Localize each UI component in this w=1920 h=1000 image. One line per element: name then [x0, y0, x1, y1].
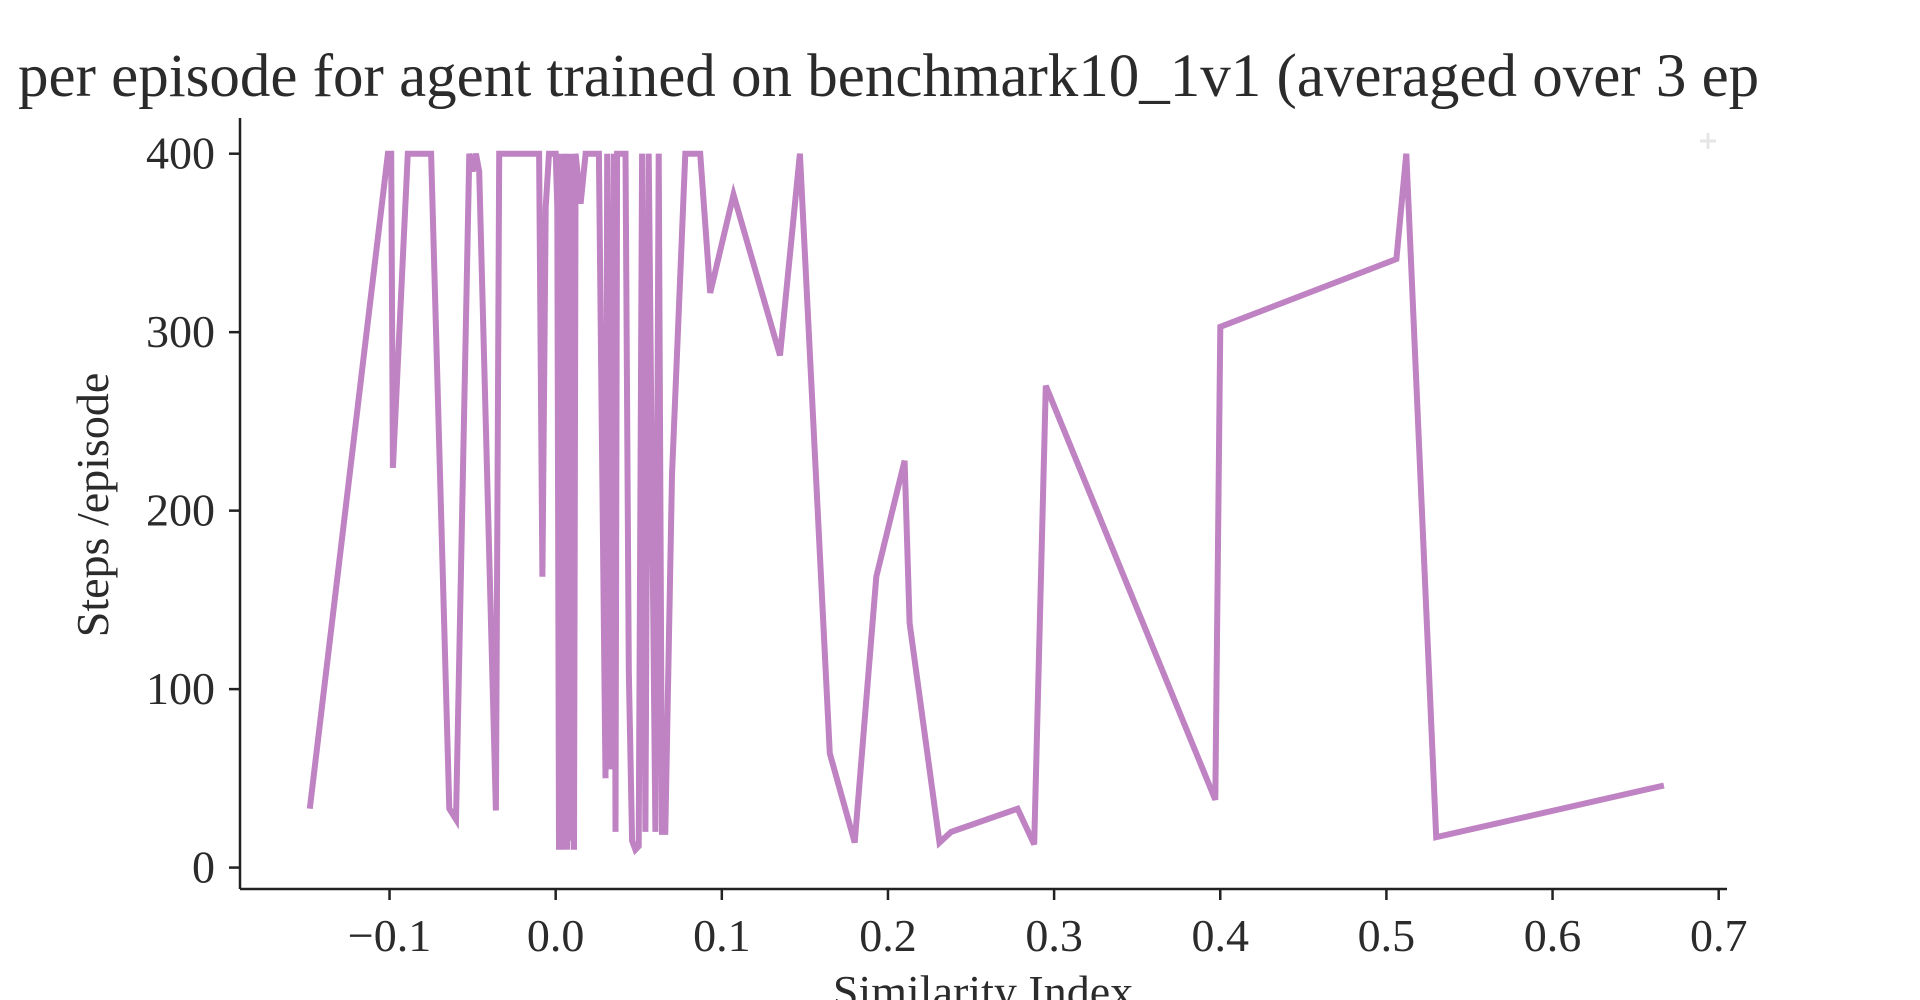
marker-plus-icon [1700, 133, 1716, 149]
x-tick-label: 0.1 [693, 910, 751, 961]
y-tick-label: 400 [146, 128, 215, 179]
axes: −0.1 0.0 0.1 0.2 0.3 0.4 0.5 0.6 0.7 0 100 200 300 40… [146, 118, 1747, 961]
x-tick-label: 0.0 [527, 910, 585, 961]
plot-area [306, 150, 1665, 856]
y-tick-label: 0 [192, 842, 215, 893]
y-tick-label: 300 [146, 306, 215, 357]
y-tick-label: 100 [146, 663, 215, 714]
x-tick-label: 0.2 [859, 910, 917, 961]
x-tick-label: 0.6 [1524, 910, 1582, 961]
chart-title: per episode for agent trained on benchma… [18, 43, 1759, 110]
x-tick-label: −0.1 [348, 910, 431, 961]
x-axis-label: Similarity Index [833, 966, 1133, 1000]
x-tick-label: 0.3 [1025, 910, 1083, 961]
y-tick-label: 200 [146, 485, 215, 536]
x-tick-label: 0.7 [1690, 910, 1748, 961]
x-tick-label: 0.5 [1358, 910, 1416, 961]
x-tick-label: 0.4 [1192, 910, 1250, 961]
series-line-0 [306, 150, 1665, 856]
y-axis-label: Steps /episode [67, 373, 118, 637]
